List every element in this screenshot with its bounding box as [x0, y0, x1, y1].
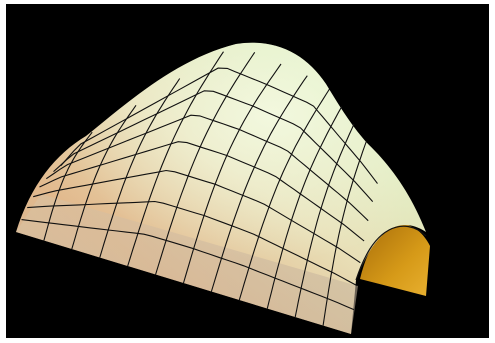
mesh-line-u — [294, 123, 355, 318]
render-viewport — [6, 4, 489, 338]
mesh-line-u — [71, 104, 137, 250]
mesh-line-u — [238, 88, 330, 301]
mesh-line-u — [182, 63, 282, 284]
mesh-line-u — [127, 51, 224, 267]
mesh-line-u — [43, 131, 93, 241]
mesh-line-u — [210, 75, 308, 292]
mesh-line-u — [99, 78, 181, 258]
inner-arch-outline — [355, 225, 427, 281]
mesh-grid — [21, 51, 378, 326]
mesh-line-u — [322, 141, 367, 326]
mesh-line-u — [266, 106, 343, 309]
surface-render — [16, 42, 430, 334]
mesh-line-u — [155, 51, 256, 275]
surface-inner-cap — [360, 224, 430, 296]
